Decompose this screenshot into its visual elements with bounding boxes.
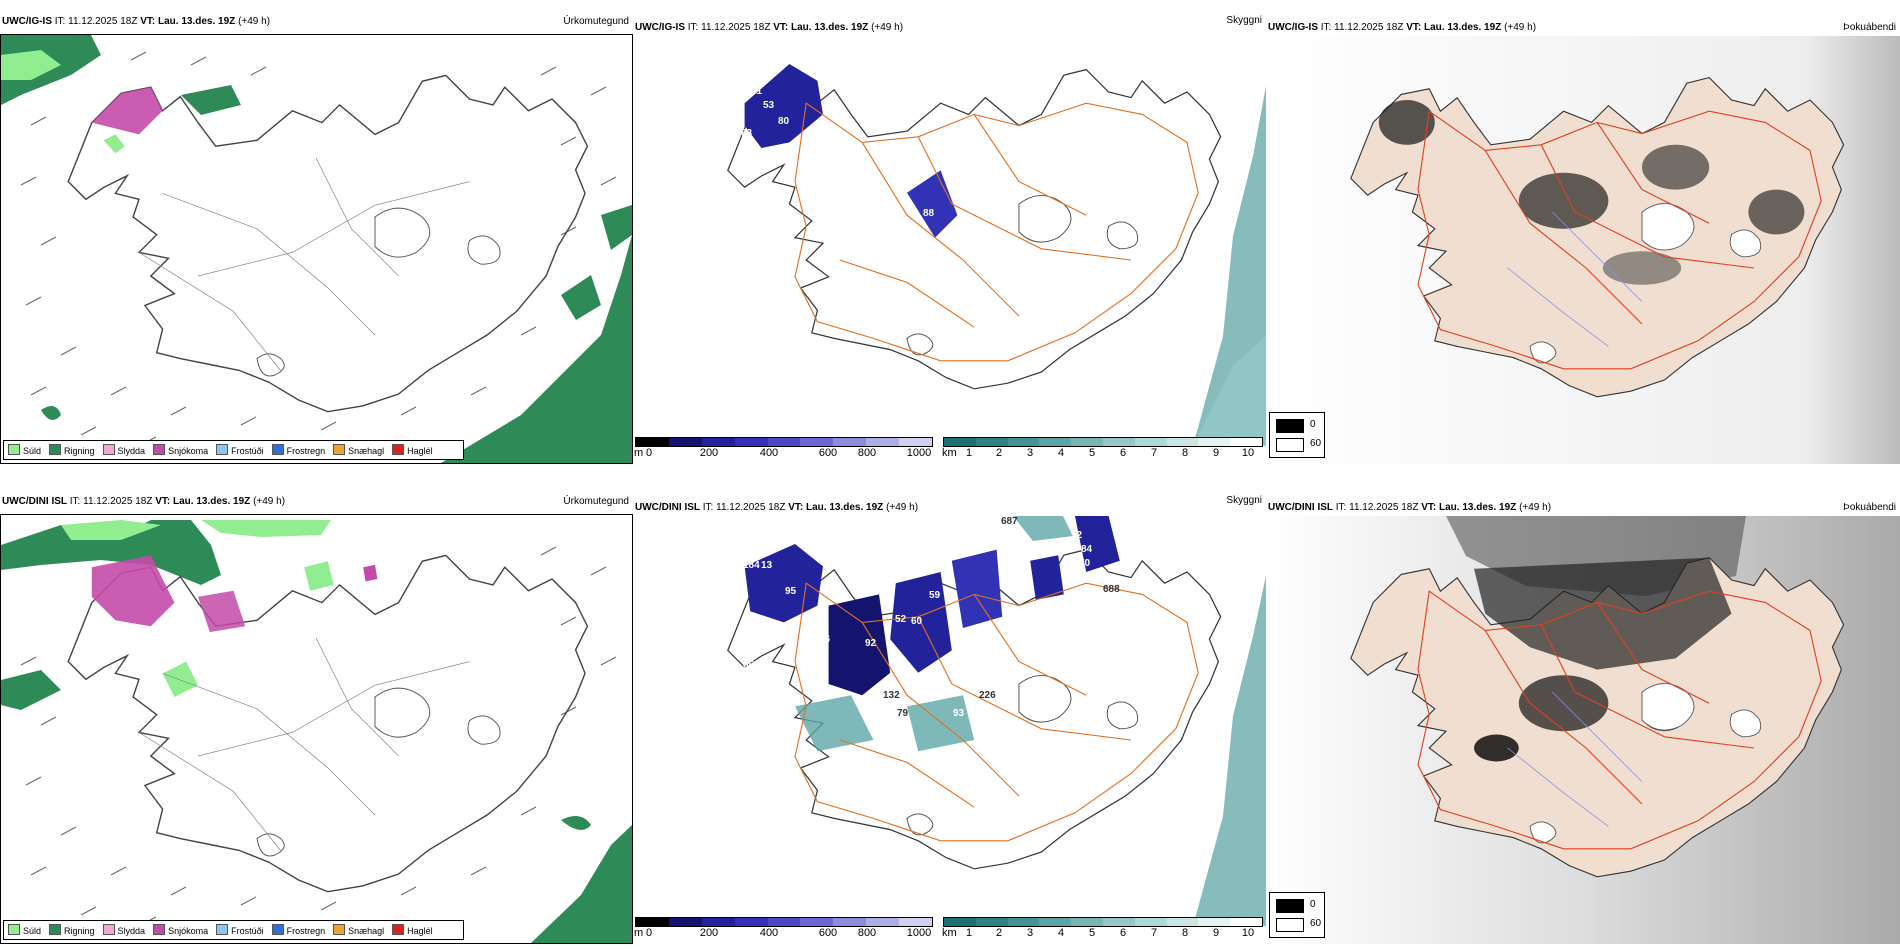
svg-text:68: 68 (725, 100, 737, 111)
visibility-colorbar: km 1 2 3 4 5 6 7 8 9 10 (943, 437, 1263, 464)
svg-text:56: 56 (761, 70, 773, 81)
fog-legend: 0 60 (1269, 892, 1325, 938)
svg-text:687: 687 (1001, 516, 1018, 527)
visibility-panel-bottom: UWC/DINI ISL IT: 11.12.2025 18Z VT: Lau.… (633, 492, 1266, 944)
precip-panel-top: UWC/IG-IS IT: 11.12.2025 18Z VT: Lau. 13… (0, 12, 633, 464)
svg-text:63: 63 (741, 128, 753, 139)
svg-text:95: 95 (785, 586, 797, 597)
svg-text:44: 44 (779, 650, 791, 661)
panel-title: Úrkomutegund (563, 16, 629, 28)
svg-text:80: 80 (778, 116, 790, 127)
svg-text:46: 46 (819, 634, 831, 645)
panel-title: Úrkomutegund (563, 496, 629, 508)
svg-text:61: 61 (751, 86, 763, 97)
fog-map (1266, 36, 1900, 464)
visibility-panel-top: UWC/IG-IS IT: 11.12.2025 18Z VT: Lau. 13… (633, 12, 1266, 464)
fog-legend: 0 60 (1269, 412, 1325, 458)
ceiling-colorbar: m 0 200 400 600 800 1000 (635, 437, 935, 464)
panel-header: UWC/IG-IS IT: 11.12.2025 18Z VT: Lau. 13… (1268, 22, 1536, 34)
panel-header: UWC/IG-IS IT: 11.12.2025 18Z VT: Lau. 13… (2, 16, 270, 28)
panel-title: Þokuábendi (1843, 22, 1896, 34)
svg-text:132: 132 (883, 690, 900, 701)
visibility-colorbar: km 1 2 3 4 5 6 7 8 9 10 (943, 917, 1263, 944)
fog-panel-bottom: UWC/DINI ISL IT: 11.12.2025 18Z VT: Lau.… (1266, 492, 1900, 944)
precip-legend: Súld Rigning Slydda Snjókoma Frostúði Fr… (3, 920, 464, 940)
svg-text:57: 57 (783, 696, 795, 707)
fog-panel-top: UWC/IG-IS IT: 11.12.2025 18Z VT: Lau. 13… (1266, 12, 1900, 464)
visibility-label: 60 (743, 70, 755, 81)
lead-time: (+49 h) (238, 16, 270, 27)
svg-text:53: 53 (763, 100, 775, 111)
panel-header: UWC/DINI ISL IT: 11.12.2025 18Z VT: Lau.… (635, 502, 918, 514)
panel-title: Skyggni (1226, 15, 1262, 27)
svg-text:226: 226 (979, 690, 996, 701)
model-name: UWC/IG-IS (2, 16, 52, 27)
svg-text:70: 70 (1079, 558, 1091, 569)
svg-text:184: 184 (743, 560, 760, 571)
snow-area (92, 87, 163, 134)
svg-text:88: 88 (923, 208, 935, 219)
precip-map (0, 34, 633, 464)
precip-legend: Súld Rigning Slydda Snjókoma Frostúði Fr… (3, 440, 464, 460)
panel-title: Skyggni (1226, 495, 1262, 507)
ceiling-colorbar: m 0 200 400 600 800 1000 (635, 917, 935, 944)
precip-map (0, 514, 633, 944)
panel-header: UWC/DINI ISL IT: 11.12.2025 18Z VT: Lau.… (2, 496, 285, 508)
road-network (795, 103, 1198, 361)
svg-text:59: 59 (929, 590, 941, 601)
svg-text:44: 44 (1021, 576, 1033, 587)
init-time: 11.12.2025 18Z (68, 16, 137, 27)
precip-panel-bottom: UWC/DINI ISL IT: 11.12.2025 18Z VT: Lau.… (0, 492, 633, 944)
svg-text:93: 93 (898, 193, 910, 204)
low-ceiling-area (745, 64, 823, 148)
visibility-map: 60 56 61 68 53 80 63 93 88 (633, 36, 1266, 446)
panel-header: UWC/IG-IS IT: 11.12.2025 18Z VT: Lau. 13… (635, 22, 903, 34)
svg-text:52: 52 (895, 614, 907, 625)
svg-text:84: 84 (1081, 544, 1093, 555)
fog-area (1379, 100, 1435, 145)
visibility-map: 687 92 84 70 44 59 52 60 46 92 44 65 57 … (633, 516, 1266, 926)
legend-swatch (8, 444, 20, 455)
svg-text:79: 79 (897, 708, 909, 719)
panel-header: UWC/DINI ISL IT: 11.12.2025 18Z VT: Lau.… (1268, 502, 1551, 514)
panel-title: Þokuábendi (1843, 502, 1896, 514)
fog-map (1266, 516, 1900, 944)
svg-text:92: 92 (1071, 530, 1083, 541)
valid-time: Lau. 13.des. 19Z (158, 16, 235, 27)
svg-text:13: 13 (761, 560, 773, 571)
svg-text:92: 92 (865, 638, 877, 649)
svg-text:65: 65 (743, 660, 755, 671)
svg-text:688: 688 (1103, 584, 1120, 595)
svg-text:60: 60 (911, 616, 923, 627)
svg-text:93: 93 (953, 708, 965, 719)
